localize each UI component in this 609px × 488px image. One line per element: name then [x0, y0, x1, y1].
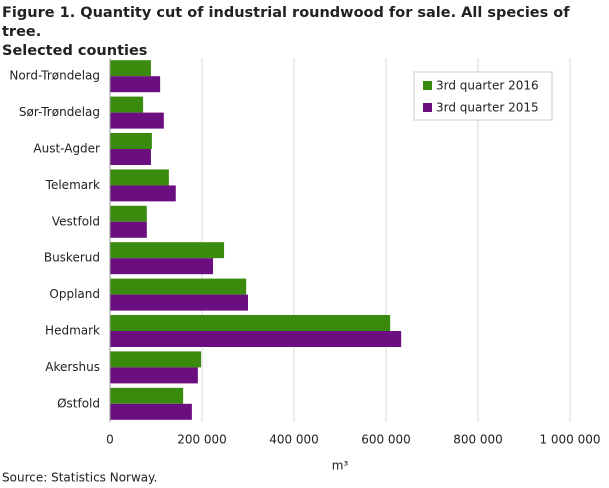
bar: [110, 387, 184, 404]
x-tick-label: 600 000: [361, 433, 411, 447]
bar: [110, 133, 152, 149]
y-tick-label: Oppland: [49, 287, 100, 301]
legend-swatch: [423, 103, 432, 112]
bar: [110, 185, 176, 202]
x-axis-label: m³: [332, 459, 349, 473]
y-tick-label: Akershus: [45, 360, 100, 374]
y-tick-label: Telemark: [45, 178, 100, 192]
bar: [110, 403, 192, 420]
bar: [110, 149, 151, 165]
y-tick-label: Aust-Agder: [33, 142, 100, 156]
y-tick-label: Buskerud: [44, 251, 100, 265]
bar: [110, 278, 247, 295]
x-tick-label: 0: [106, 433, 114, 447]
legend-label: 3rd quarter 2015: [436, 101, 539, 115]
y-tick-label: Sør-Trøndelag: [19, 105, 100, 119]
chart-title: Figure 1. Quantity cut of industrial rou…: [2, 5, 570, 59]
legend-label: 3rd quarter 2016: [436, 79, 539, 93]
bar: [110, 294, 248, 311]
source: Source: Statistics Norway.: [2, 471, 157, 485]
bar: [110, 60, 151, 77]
bar: [110, 242, 225, 259]
y-tick-label: Vestfold: [52, 214, 100, 228]
bar: [110, 315, 391, 331]
legend-swatch: [423, 81, 432, 90]
x-tick-label: 800 000: [453, 433, 503, 447]
bar: [110, 351, 202, 368]
bar: [110, 331, 402, 347]
x-tick-label: 200 000: [177, 433, 227, 447]
bar: [110, 205, 147, 222]
bar: [110, 169, 169, 186]
x-tick-label: 400 000: [269, 433, 319, 447]
y-tick-label: Nord-Trøndelag: [9, 69, 100, 83]
bar: [110, 112, 164, 129]
x-tick-label: 1 000 000: [539, 433, 600, 447]
y-tick-label: Østfold: [57, 396, 100, 410]
bar: [110, 367, 198, 384]
bar: [110, 76, 161, 93]
bar: [110, 221, 147, 238]
bar: [110, 258, 214, 275]
bar: [110, 96, 144, 113]
y-tick-label: Hedmark: [45, 324, 100, 338]
legend-box: [413, 71, 553, 121]
